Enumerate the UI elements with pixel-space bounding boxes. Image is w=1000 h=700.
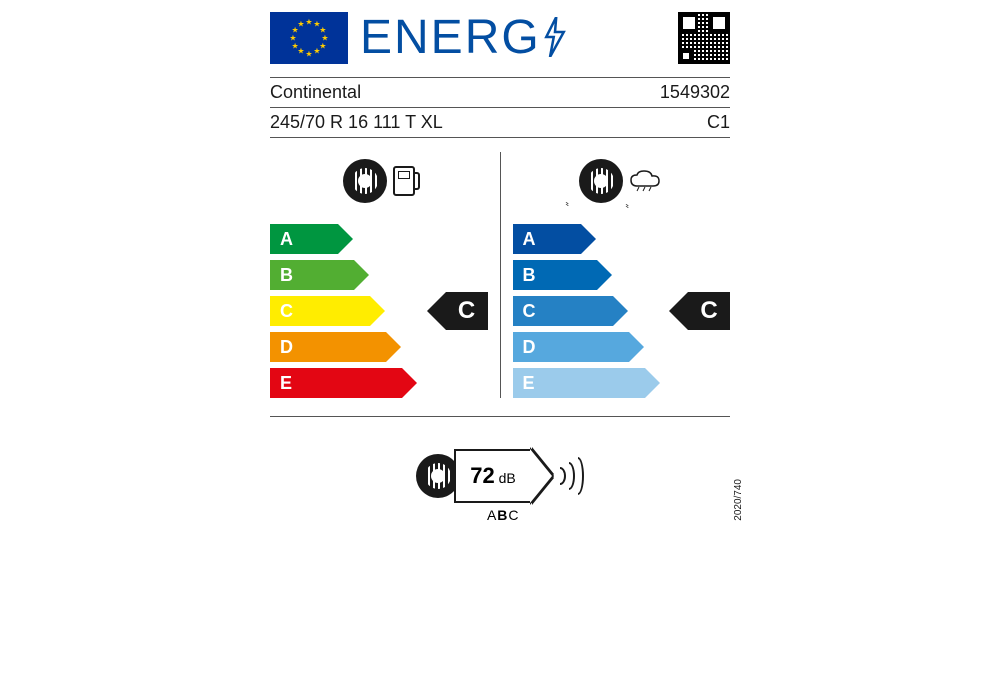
bar-label: D [513,332,629,362]
rain-cloud-icon [629,170,663,192]
bar-label: A [270,224,338,254]
noise-class-option: C [508,507,519,523]
bar-label: D [270,332,386,362]
tire-size: 245/70 R 16 111 T XL [270,112,443,133]
tire-icon [343,159,387,203]
lightning-icon [541,17,569,57]
rating-indicator: C [688,292,730,330]
wet-grip-column: 〟 〟 ABCCDE [501,152,731,398]
wet-bars: ABCCDE [513,224,731,398]
energy-text: ENERG [360,11,541,64]
rating-indicator: C [446,292,488,330]
fuel-bars: ABCCDE [270,224,488,398]
bar-label: C [270,296,370,326]
bar-label: E [270,368,402,398]
bar-label: B [270,260,354,290]
noise-value: 72 [470,463,494,488]
tire-icon [579,159,623,203]
eu-flag-icon: ★★★★★★★★★★★★ [270,12,348,64]
regulation-number: 2020/740 [733,479,744,521]
size-row: 245/70 R 16 111 T XL C1 [270,107,730,138]
bar-label: B [513,260,597,290]
rating-bar-C: CC [270,296,488,326]
noise-section: 72 dB ABC [270,431,730,521]
fuel-pump-icon [393,166,415,196]
noise-class-option: B [497,507,508,523]
rating-bar-A: A [270,224,488,254]
tire-class: C1 [707,112,730,133]
eu-tyre-label: ★★★★★★★★★★★★ ENERG Continental 1549302 2… [270,10,730,521]
noise-unit: dB [499,470,516,486]
brand-name: Continental [270,82,361,103]
ratings-section: ABCCDE 〟 〟 ABCCDE [270,152,730,417]
rating-bar-E: E [270,368,488,398]
brand-row: Continental 1549302 [270,77,730,107]
rating-bar-B: B [513,260,731,290]
sound-wave-icon [560,457,584,495]
fuel-efficiency-column: ABCCDE [270,152,501,398]
rating-bar-B: B [270,260,488,290]
rating-bar-C: CC [513,296,731,326]
qr-code-icon [678,12,730,64]
rating-bar-E: E [513,368,731,398]
bar-label: A [513,224,581,254]
bar-label: C [513,296,613,326]
noise-class-option: A [487,507,497,523]
rating-bar-D: D [270,332,488,362]
rating-bar-A: A [513,224,731,254]
noise-class: ABC [487,507,520,523]
header: ★★★★★★★★★★★★ ENERG [270,10,730,65]
rating-bar-D: D [513,332,731,362]
energy-title: ENERG [360,10,666,65]
wet-icon-group: 〟 〟 [579,152,663,210]
noise-speaker-icon: 72 dB [454,449,532,503]
bar-label: E [513,368,645,398]
fuel-icon-group [343,152,415,210]
product-id: 1549302 [660,82,730,103]
